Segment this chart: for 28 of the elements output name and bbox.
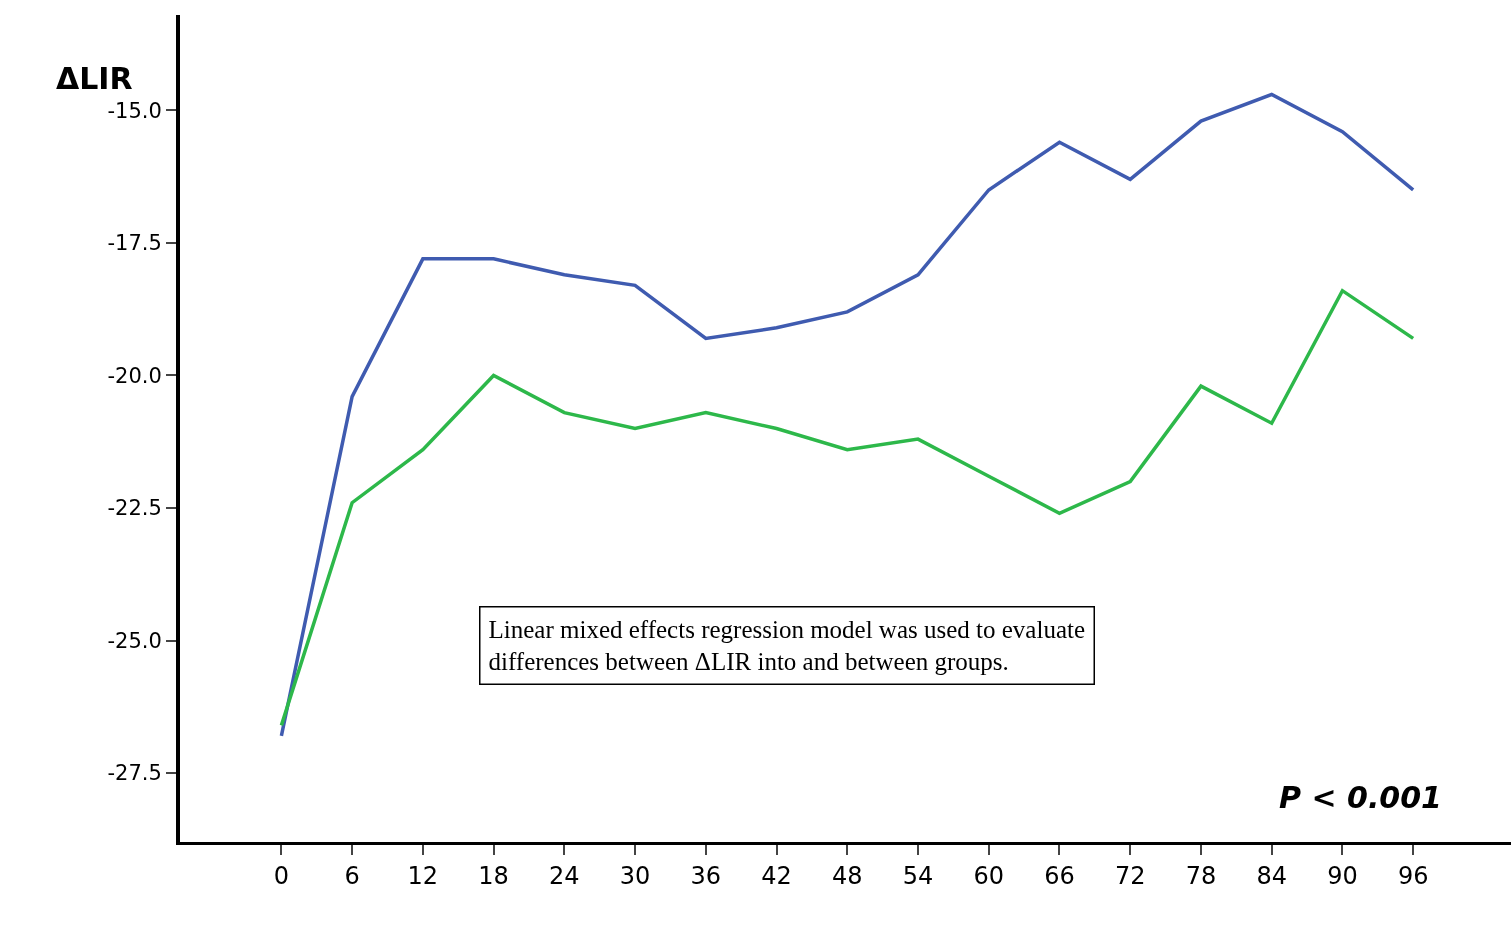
y-tick-label: -15.0 — [107, 98, 162, 123]
annotation: P < 0.001 — [1279, 780, 1442, 815]
annotation: Linear mixed effects regression model was used to evaluate differences between ΔLIR into and between groups. — [488, 615, 1086, 675]
y-tick-label: -20.0 — [107, 363, 162, 388]
y-tick-label: -27.5 — [107, 761, 162, 786]
x-tick-label: 84 — [1256, 861, 1287, 890]
x-tick-label: 60 — [973, 861, 1005, 890]
line-series — [279, 288, 1415, 728]
y-tick-label: -22.5 — [107, 496, 162, 521]
x-tick-label: 54 — [902, 861, 934, 890]
x-tick-label: 30 — [619, 861, 651, 890]
x-tick-label: 24 — [549, 861, 580, 890]
x-tick-label: 72 — [1114, 861, 1146, 890]
x-tick-label: 18 — [478, 861, 509, 890]
x-tick-label: 66 — [1044, 861, 1075, 890]
x-tick-label: 0 — [273, 861, 290, 890]
y-tick-label: -17.5 — [107, 231, 162, 256]
y-axis-title: ΔLIR — [56, 61, 133, 96]
x-tick-label: 6 — [344, 861, 360, 890]
x-tick-label: 48 — [832, 861, 863, 890]
x-tick-label: 78 — [1185, 861, 1217, 890]
x-tick-label: 36 — [690, 861, 722, 890]
line-series — [279, 92, 1415, 738]
y-tick-label: -25.0 — [107, 628, 162, 653]
x-tick-label: 96 — [1397, 861, 1429, 890]
x-tick-label: 90 — [1327, 861, 1358, 890]
x-tick-label: 42 — [761, 861, 792, 890]
x-tick-label: 12 — [407, 861, 439, 890]
